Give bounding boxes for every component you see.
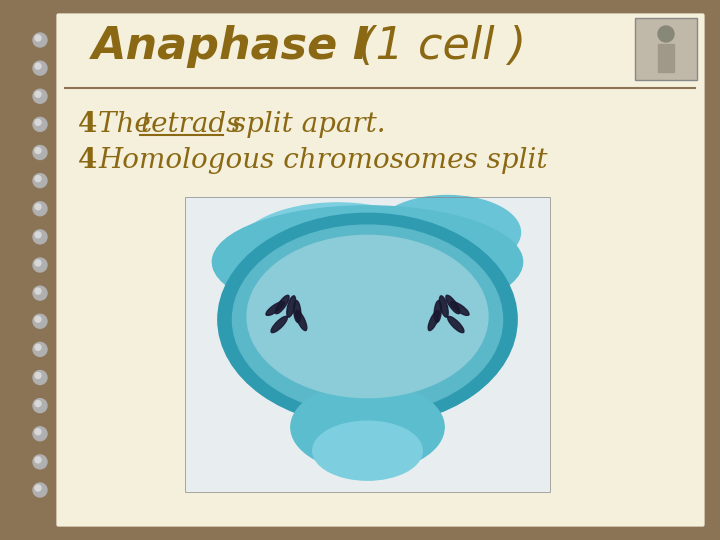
Circle shape [29, 254, 51, 276]
Circle shape [29, 57, 51, 79]
Bar [185, 197, 550, 492]
Circle shape [29, 170, 51, 192]
Circle shape [35, 373, 41, 379]
Circle shape [33, 427, 47, 441]
Circle shape [33, 89, 47, 103]
Circle shape [29, 226, 51, 248]
Circle shape [33, 258, 47, 272]
Ellipse shape [448, 316, 464, 333]
FancyBboxPatch shape [635, 18, 697, 80]
Circle shape [33, 455, 47, 469]
Bar [185, 197, 550, 492]
Ellipse shape [247, 235, 488, 397]
Ellipse shape [434, 301, 441, 322]
Text: 4: 4 [78, 146, 97, 173]
Circle shape [29, 339, 51, 360]
Circle shape [33, 370, 47, 384]
Ellipse shape [237, 203, 438, 298]
Circle shape [35, 457, 41, 463]
Circle shape [33, 33, 47, 47]
Circle shape [35, 119, 41, 125]
Circle shape [35, 260, 41, 266]
Circle shape [35, 429, 41, 435]
Circle shape [35, 401, 41, 407]
Circle shape [33, 483, 47, 497]
Circle shape [29, 479, 51, 501]
Ellipse shape [212, 206, 523, 318]
Circle shape [29, 451, 51, 473]
Text: 4: 4 [78, 111, 97, 138]
Ellipse shape [218, 213, 517, 426]
Circle shape [29, 141, 51, 164]
Circle shape [29, 29, 51, 51]
Circle shape [658, 26, 674, 42]
Ellipse shape [451, 301, 469, 315]
Circle shape [35, 316, 41, 322]
Circle shape [35, 176, 41, 181]
Circle shape [29, 310, 51, 332]
Circle shape [33, 61, 47, 75]
Circle shape [33, 342, 47, 356]
Ellipse shape [439, 296, 449, 317]
Circle shape [29, 282, 51, 304]
Circle shape [29, 113, 51, 136]
Text: split apart.: split apart. [223, 111, 386, 138]
Ellipse shape [446, 295, 460, 314]
Ellipse shape [287, 296, 296, 317]
Bar [658, 44, 674, 72]
Ellipse shape [428, 310, 439, 330]
Circle shape [33, 230, 47, 244]
Ellipse shape [291, 383, 444, 471]
Ellipse shape [233, 225, 503, 414]
Circle shape [33, 399, 47, 413]
Ellipse shape [266, 301, 284, 315]
Circle shape [33, 174, 47, 187]
Text: Homologous chromosomes split: Homologous chromosomes split [98, 146, 547, 173]
Circle shape [35, 63, 41, 69]
Circle shape [35, 232, 41, 238]
Text: (1 cell ): (1 cell ) [344, 25, 526, 68]
FancyBboxPatch shape [55, 12, 706, 528]
Circle shape [33, 286, 47, 300]
Circle shape [29, 423, 51, 445]
Circle shape [35, 345, 41, 350]
Ellipse shape [275, 295, 289, 314]
Ellipse shape [271, 316, 287, 333]
Text: tetrads: tetrads [140, 111, 240, 138]
Ellipse shape [294, 301, 301, 322]
Circle shape [29, 367, 51, 388]
Text: The: The [98, 111, 160, 138]
Circle shape [29, 395, 51, 417]
Circle shape [29, 198, 51, 220]
Circle shape [35, 485, 41, 491]
Circle shape [29, 85, 51, 107]
Circle shape [33, 117, 47, 131]
Ellipse shape [374, 195, 521, 269]
Text: Anaphase I: Anaphase I [92, 25, 370, 68]
Circle shape [35, 288, 41, 294]
Circle shape [33, 314, 47, 328]
Ellipse shape [312, 421, 422, 480]
Circle shape [35, 35, 41, 41]
Circle shape [35, 91, 41, 97]
Circle shape [35, 204, 41, 210]
Circle shape [33, 202, 47, 216]
Circle shape [35, 147, 41, 153]
Circle shape [33, 145, 47, 159]
Ellipse shape [296, 310, 307, 330]
